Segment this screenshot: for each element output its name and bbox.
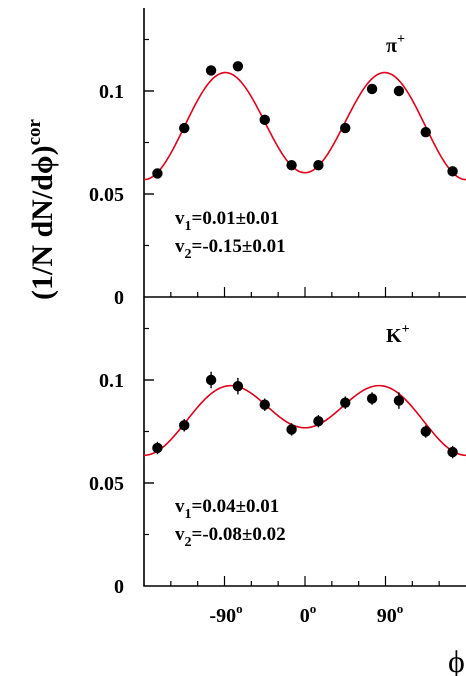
k-data-point-6 [313,416,324,427]
panel-k-plus-fit-curve [143,384,466,457]
panel-pi-plus-points [152,61,458,179]
pi-data-point-8 [366,83,378,95]
panel-k-plus-particle-label: K+ [386,322,410,347]
pi-charge: + [397,32,405,47]
y-axis-title: (1/N dN/dϕ)cor [24,118,59,300]
k-v1-stat: v1=0.04±0.01 [175,496,279,522]
pi-data-point-2 [205,65,217,76]
y-axis-title-main: (1/N dN/dϕ) [26,145,59,300]
k-data-point-3 [232,380,244,392]
x-tick-label-neg90: -90o [209,601,242,627]
pi-y-tick-label-2: 0.1 [99,81,124,103]
x-tick-label-90: 90o [377,601,404,627]
panel-k-plus-y-ticks: 0 0.05 0.1 [89,327,440,598]
pi-y-tick-label-0: 0 [114,287,124,309]
k-y-tick-label-0: 0 [114,576,124,598]
x-tick-label-0: 0o [300,601,317,627]
k-data-point-11 [447,446,458,458]
k-charge: + [402,322,410,337]
pi-y-tick-label-1: 0.05 [89,184,124,206]
pi-data-point-7 [340,122,351,134]
k-data-point-9 [393,395,405,406]
pi-data-point-11 [447,166,458,177]
k-data-point-10 [420,426,431,437]
panel-pi-plus-y-ticks: 0 0.05 0.1 [89,38,440,309]
panel-pi-plus-particle-label: π+ [386,32,405,57]
pi-data-point-4 [259,114,270,126]
k-data-point-8 [366,393,378,404]
x-axis-title: ϕ [448,643,465,676]
x-axis-ticks: -90o 0o 90o [209,601,403,627]
k-data-point-2 [205,374,217,386]
k-data-point-5 [286,424,297,435]
k-y-tick-label-2: 0.1 [99,370,124,392]
panel-pi-plus: 0 0.05 0.1 π+ v1=0.01±0.01 v2=-0.15±0.01 [89,8,466,309]
panel-k-plus-stats: v1=0.04±0.01 v2=-0.08±0.02 [175,496,286,550]
pi-data-point-10 [420,127,431,138]
pi-data-point-1 [179,122,190,134]
pi-data-point-9 [393,85,405,97]
pi-symbol: π [386,35,397,57]
k-data-point-1 [179,420,190,431]
pi-data-point-3 [232,61,244,72]
k-data-point-0 [152,442,163,454]
panel-k-plus-points [152,371,458,459]
k-y-tick-label-1: 0.05 [89,473,124,495]
k-data-point-4 [259,399,270,410]
panel-k-plus: 0 0.05 0.1 K+ v1=0.04±0.01 v2=-0.08±0.02 [89,297,466,598]
k-symbol: K [386,325,402,347]
pi-v2-stat: v2=-0.15±0.01 [175,236,286,262]
k-data-point-7 [340,397,351,408]
k-v2-stat: v2=-0.08±0.02 [175,524,286,550]
pi-data-point-5 [286,159,297,171]
y-axis-title-sup: cor [24,118,45,145]
pi-v1-stat: v1=0.01±0.01 [175,208,279,234]
panel-pi-plus-fit-curve [143,71,466,181]
pi-data-point-6 [313,159,324,171]
pi-data-point-0 [152,168,163,179]
panel-pi-plus-stats: v1=0.01±0.01 v2=-0.15±0.01 [175,208,286,262]
